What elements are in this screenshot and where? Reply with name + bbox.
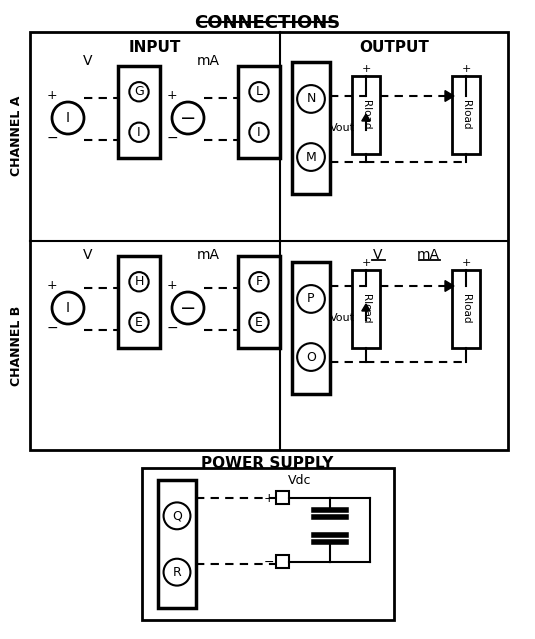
- Text: P: P: [307, 293, 315, 305]
- Bar: [276, 491, 289, 504]
- Text: Rload: Rload: [361, 100, 371, 130]
- Circle shape: [249, 82, 269, 102]
- Circle shape: [164, 558, 190, 585]
- Text: POWER SUPPLY: POWER SUPPLY: [201, 456, 333, 471]
- Polygon shape: [362, 114, 370, 121]
- Text: +: +: [167, 279, 177, 291]
- Polygon shape: [445, 281, 454, 291]
- Text: −: −: [46, 321, 58, 335]
- Bar: [30, 32, 508, 450]
- Text: I: I: [66, 301, 70, 315]
- Circle shape: [172, 102, 204, 134]
- Text: +: +: [264, 491, 274, 505]
- Bar: [276, 555, 289, 568]
- Text: Vout: Vout: [330, 313, 355, 323]
- Text: M: M: [305, 151, 316, 164]
- Text: Q: Q: [172, 509, 182, 522]
- Text: +: +: [47, 88, 57, 102]
- Text: mA: mA: [417, 248, 439, 262]
- Text: CHANNEL A: CHANNEL A: [10, 96, 22, 176]
- Text: −: −: [180, 109, 196, 128]
- Bar: [118, 256, 160, 348]
- Bar: [238, 66, 280, 158]
- Circle shape: [249, 123, 269, 142]
- Text: L: L: [256, 85, 263, 98]
- Circle shape: [129, 123, 149, 142]
- Bar: [238, 256, 280, 348]
- Bar: [158, 480, 196, 608]
- Text: I: I: [257, 126, 261, 139]
- Circle shape: [52, 102, 84, 134]
- Bar: [142, 468, 394, 620]
- Bar: [352, 270, 380, 348]
- Text: +: +: [47, 279, 57, 291]
- Text: Vout: Vout: [330, 123, 355, 133]
- Text: +: +: [361, 64, 371, 74]
- Text: V: V: [83, 54, 93, 68]
- Text: INPUT: INPUT: [129, 40, 181, 55]
- Text: −: −: [264, 555, 274, 569]
- Circle shape: [172, 292, 204, 324]
- Text: Rload: Rload: [461, 100, 471, 130]
- Bar: [452, 270, 480, 348]
- Circle shape: [129, 312, 149, 332]
- Text: G: G: [134, 85, 144, 98]
- Text: mA: mA: [196, 54, 219, 68]
- Text: I: I: [66, 111, 70, 125]
- Circle shape: [249, 272, 269, 291]
- Bar: [292, 62, 330, 194]
- Bar: [292, 262, 330, 394]
- Text: −: −: [46, 131, 58, 145]
- Bar: [352, 76, 380, 154]
- Text: N: N: [307, 93, 316, 105]
- Circle shape: [129, 272, 149, 291]
- Text: +: +: [461, 64, 471, 74]
- Circle shape: [129, 82, 149, 102]
- Text: CONNECTIONS: CONNECTIONS: [194, 14, 340, 32]
- Circle shape: [297, 143, 325, 171]
- Text: Vdc: Vdc: [288, 474, 312, 487]
- Circle shape: [249, 312, 269, 332]
- Circle shape: [297, 343, 325, 371]
- Text: Rload: Rload: [361, 294, 371, 324]
- Circle shape: [297, 85, 325, 113]
- Circle shape: [164, 502, 190, 529]
- Text: +: +: [461, 258, 471, 268]
- Text: H: H: [134, 275, 144, 288]
- Text: OUTPUT: OUTPUT: [359, 40, 429, 55]
- Text: V: V: [373, 248, 383, 262]
- Text: I: I: [137, 126, 141, 139]
- Circle shape: [52, 292, 84, 324]
- Text: mA: mA: [196, 248, 219, 262]
- Bar: [118, 66, 160, 158]
- Polygon shape: [445, 91, 454, 102]
- Text: E: E: [255, 316, 263, 328]
- Circle shape: [297, 285, 325, 313]
- Text: +: +: [167, 88, 177, 102]
- Text: −: −: [166, 321, 178, 335]
- Text: O: O: [306, 351, 316, 364]
- Bar: [452, 76, 480, 154]
- Text: −: −: [166, 131, 178, 145]
- Text: −: −: [180, 298, 196, 318]
- Text: R: R: [173, 566, 181, 579]
- Polygon shape: [362, 304, 370, 311]
- Text: CHANNEL B: CHANNEL B: [10, 306, 22, 386]
- Text: V: V: [83, 248, 93, 262]
- Text: Rload: Rload: [461, 294, 471, 324]
- Text: F: F: [255, 275, 263, 288]
- Text: +: +: [361, 258, 371, 268]
- Text: E: E: [135, 316, 143, 328]
